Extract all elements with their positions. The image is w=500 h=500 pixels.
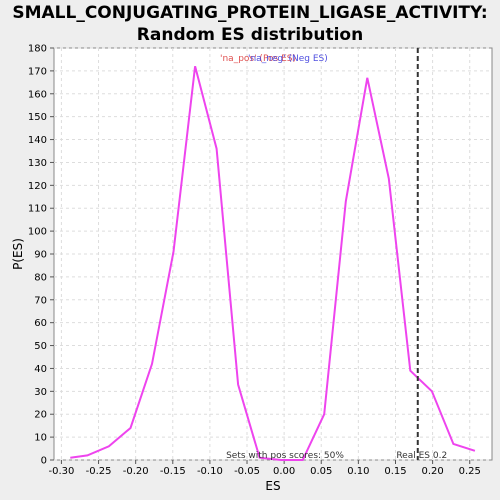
x-tick-label: 0.05: [310, 466, 332, 477]
x-tick-label: -0.10: [197, 466, 223, 477]
x-tick-label: -0.25: [86, 466, 112, 477]
chart-title-line1: SMALL_CONJUGATING_PROTEIN_LIGASE_ACTIVIT…: [12, 3, 488, 23]
y-tick-label: 130: [28, 158, 47, 169]
y-tick-label: 120: [28, 181, 47, 192]
y-tick-label: 110: [28, 204, 47, 215]
x-tick-label: -0.05: [234, 466, 260, 477]
x-tick-label: 0.20: [421, 466, 443, 477]
x-tick-label: 0.00: [273, 466, 295, 477]
y-tick-label: 20: [34, 410, 47, 421]
x-tick-label: 0.15: [384, 466, 406, 477]
y-tick-label: 70: [34, 295, 47, 306]
y-tick-label: 140: [28, 135, 47, 146]
y-tick-label: 160: [28, 89, 47, 100]
y-tick-label: 10: [34, 433, 47, 444]
x-axis-label: ES: [265, 479, 280, 493]
y-tick-label: 80: [34, 272, 47, 283]
x-tick-label: 0.10: [347, 466, 369, 477]
y-axis-label: P(ES): [11, 238, 25, 270]
x-axis: -0.30 -0.25 -0.20 -0.15 -0.10 -0.05 0.00 0.05 0.…: [48, 460, 481, 477]
y-tick-label: 150: [28, 112, 47, 123]
es-distribution-line: [70, 66, 476, 461]
y-tick-label: 100: [28, 227, 47, 238]
y-tick-label: 0: [41, 456, 47, 467]
legend-pos-label: 'na_pos' (Pos ES): [220, 54, 296, 64]
y-tick-label: 170: [28, 66, 47, 77]
y-tick-label: 40: [34, 364, 47, 375]
legend-neg-label: 'na_neg' (Neg ES): [248, 54, 328, 64]
x-tick-label: -0.30: [48, 466, 74, 477]
y-tick-label: 50: [34, 341, 47, 352]
y-tick-label: 60: [34, 318, 47, 329]
y-axis: 0 10 20 30 40 50 60 70 80 90 100 110 120 130 140 150 160…: [28, 44, 54, 467]
footnote: Sets with pos scores: 50%: [226, 451, 344, 461]
x-tick-label: -0.20: [123, 466, 149, 477]
x-tick-label: -0.15: [160, 466, 186, 477]
y-tick-label: 180: [28, 44, 47, 55]
real-es-label: Real ES 0.2: [396, 451, 447, 461]
y-tick-label: 30: [34, 387, 47, 398]
chart-title-line2: Random ES distribution: [136, 25, 364, 45]
grid: [54, 47, 492, 461]
y-tick-label: 90: [34, 250, 47, 261]
x-tick-label: 0.25: [459, 466, 481, 477]
chart-title: SMALL_CONJUGATING_PROTEIN_LIGASE_ACTIVIT…: [0, 0, 500, 46]
